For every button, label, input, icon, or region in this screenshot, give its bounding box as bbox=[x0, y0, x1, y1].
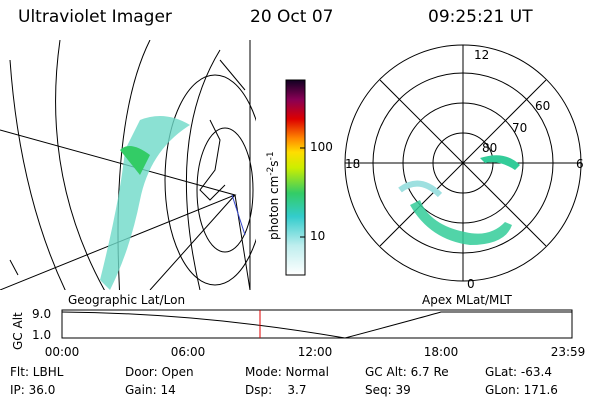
polar-map: 12 18 6 0 60 70 80 bbox=[344, 44, 584, 291]
geographic-map bbox=[0, 40, 256, 290]
mlt-label: 12 bbox=[474, 48, 489, 62]
footer-field: Flt: LBHL bbox=[10, 365, 64, 379]
title: Ultraviolet Imager bbox=[18, 7, 172, 27]
header: Ultraviolet Imager 20 Oct 07 09:25:21 UT bbox=[18, 7, 533, 27]
footer-field: GLat: -63.4 bbox=[485, 365, 552, 379]
mlat-label: 60 bbox=[535, 99, 550, 113]
colorbar-tick: 100 bbox=[310, 140, 333, 154]
timeline-x-label: 23:59 bbox=[551, 345, 586, 359]
time: 09:25:21 UT bbox=[428, 7, 533, 27]
footer-field: GLon: 171.6 bbox=[485, 383, 558, 397]
map-label: Geographic Lat/Lon bbox=[68, 293, 185, 307]
timeline-y-label: 1.0 bbox=[32, 328, 51, 342]
timeline-x-label: 12:00 bbox=[298, 345, 333, 359]
mlat-label: 70 bbox=[512, 121, 527, 135]
map-label: Apex MLat/MLT bbox=[422, 293, 512, 307]
mlt-label: 6 bbox=[576, 157, 584, 171]
footer-field: Door: Open bbox=[125, 365, 194, 379]
date: 20 Oct 07 bbox=[250, 7, 333, 27]
footer-field: Dsp: 3.7 bbox=[245, 383, 307, 397]
timeline-y-label: 9.0 bbox=[32, 307, 51, 321]
footer-field: GC Alt: 6.7 Re bbox=[365, 365, 449, 379]
footer: Flt: LBHL Door: Open Mode: Normal GC Alt: 6… bbox=[10, 365, 558, 397]
timeline-x-label: 18:00 bbox=[424, 345, 459, 359]
timeline-x-label: 06:00 bbox=[171, 345, 206, 359]
colorbar-tick: 10 bbox=[310, 229, 325, 243]
footer-field: Gain: 14 bbox=[125, 383, 176, 397]
timeline: GC Alt 9.0 1.0 00:00 06:00 12:00 18:00 2… bbox=[11, 307, 585, 359]
mlt-label: 18 bbox=[345, 157, 360, 171]
mlat-label: 80 bbox=[482, 141, 497, 155]
footer-field: Mode: Normal bbox=[245, 365, 329, 379]
timeline-axis-label: GC Alt bbox=[11, 312, 25, 350]
colorbar bbox=[285, 79, 306, 276]
mlt-label: 0 bbox=[467, 277, 475, 291]
footer-field: Seq: 39 bbox=[365, 383, 411, 397]
colorbar-label: photon cm-2s-1 bbox=[266, 151, 281, 240]
footer-field: IP: 36.0 bbox=[10, 383, 55, 397]
timeline-x-label: 00:00 bbox=[45, 345, 80, 359]
